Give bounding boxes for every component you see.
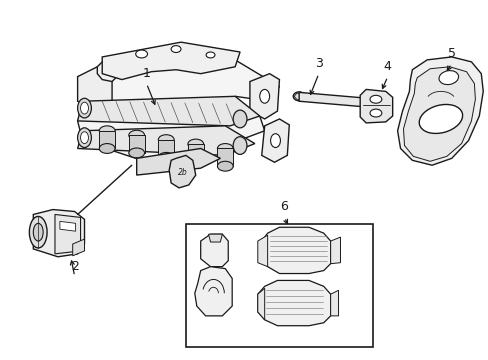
Polygon shape <box>187 144 203 162</box>
Polygon shape <box>397 57 482 165</box>
Polygon shape <box>78 126 254 156</box>
Polygon shape <box>102 42 240 80</box>
Ellipse shape <box>259 89 269 103</box>
Ellipse shape <box>205 52 215 58</box>
Ellipse shape <box>81 102 88 114</box>
Ellipse shape <box>158 152 174 162</box>
Ellipse shape <box>99 126 115 136</box>
Ellipse shape <box>128 148 144 158</box>
Polygon shape <box>169 156 195 188</box>
Ellipse shape <box>217 144 233 153</box>
Ellipse shape <box>158 135 174 145</box>
Polygon shape <box>137 148 220 175</box>
Polygon shape <box>78 57 279 160</box>
Polygon shape <box>217 148 233 166</box>
Ellipse shape <box>171 46 181 53</box>
Bar <box>185 224 372 347</box>
Text: 1: 1 <box>142 67 150 80</box>
Polygon shape <box>97 57 117 82</box>
Text: 2: 2 <box>71 260 79 273</box>
Polygon shape <box>330 237 340 264</box>
Text: 3: 3 <box>314 57 322 70</box>
Polygon shape <box>128 135 144 153</box>
Polygon shape <box>33 210 84 257</box>
Polygon shape <box>73 239 84 256</box>
Polygon shape <box>261 227 330 274</box>
Text: 4: 4 <box>383 60 391 73</box>
Polygon shape <box>330 290 338 316</box>
Ellipse shape <box>103 61 111 67</box>
Ellipse shape <box>99 144 115 153</box>
Ellipse shape <box>187 139 203 149</box>
Text: 5: 5 <box>447 47 455 60</box>
Ellipse shape <box>270 134 280 148</box>
Ellipse shape <box>369 95 381 103</box>
Ellipse shape <box>438 71 458 85</box>
Polygon shape <box>99 131 115 148</box>
Ellipse shape <box>217 161 233 171</box>
Polygon shape <box>55 215 81 254</box>
Polygon shape <box>208 234 222 242</box>
Ellipse shape <box>369 109 381 117</box>
Ellipse shape <box>78 128 91 148</box>
Polygon shape <box>60 221 76 231</box>
Polygon shape <box>299 93 367 107</box>
Ellipse shape <box>136 50 147 58</box>
Polygon shape <box>78 96 259 126</box>
Polygon shape <box>194 267 232 316</box>
Polygon shape <box>78 67 112 109</box>
Polygon shape <box>257 280 330 326</box>
Polygon shape <box>158 140 174 157</box>
Ellipse shape <box>29 216 47 248</box>
Polygon shape <box>403 67 474 161</box>
Ellipse shape <box>81 132 88 144</box>
Ellipse shape <box>233 137 246 154</box>
Polygon shape <box>200 234 228 267</box>
Ellipse shape <box>33 223 43 241</box>
Polygon shape <box>249 74 279 119</box>
Text: 2b: 2b <box>178 168 187 177</box>
Polygon shape <box>261 119 289 162</box>
Text: 6: 6 <box>280 201 288 213</box>
Polygon shape <box>360 89 392 123</box>
Ellipse shape <box>233 110 246 128</box>
Ellipse shape <box>78 98 91 118</box>
Ellipse shape <box>128 130 144 140</box>
Ellipse shape <box>187 157 203 167</box>
Polygon shape <box>257 288 264 320</box>
Ellipse shape <box>418 104 462 134</box>
Polygon shape <box>257 235 267 267</box>
Ellipse shape <box>293 92 305 101</box>
